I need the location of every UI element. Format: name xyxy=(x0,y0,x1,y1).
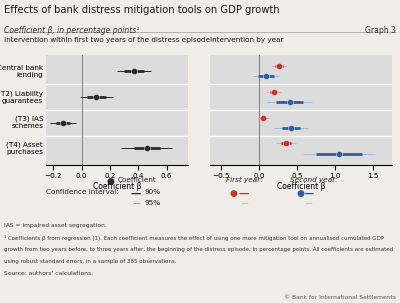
Text: ●: ● xyxy=(106,177,114,186)
Text: —: — xyxy=(240,199,248,208)
Text: IAS = impaired asset segregation.: IAS = impaired asset segregation. xyxy=(4,223,107,228)
Text: Second year:: Second year: xyxy=(290,177,338,183)
Text: 90%: 90% xyxy=(145,189,161,195)
Text: using robust standard errors, in a sample of 385 observations.: using robust standard errors, in a sampl… xyxy=(4,259,176,264)
Text: —: — xyxy=(304,188,314,198)
Text: —: — xyxy=(131,188,141,198)
Text: 95%: 95% xyxy=(145,200,161,206)
Text: Intervention by year: Intervention by year xyxy=(210,37,284,43)
Text: —: — xyxy=(239,188,249,198)
Text: Graph 3: Graph 3 xyxy=(365,26,396,35)
Text: growth from two years before, to three years after, the beginning of the distres: growth from two years before, to three y… xyxy=(4,247,393,252)
X-axis label: Coefficient β: Coefficient β xyxy=(277,181,325,191)
Text: ●: ● xyxy=(297,189,305,198)
Text: Coefficient β, in percentage points¹: Coefficient β, in percentage points¹ xyxy=(4,26,139,35)
Text: Confidence interval:: Confidence interval: xyxy=(46,189,119,195)
Text: ●: ● xyxy=(229,189,237,198)
Text: ¹ Coefficients β from regression (1). Each coefficient measures the effect of us: ¹ Coefficients β from regression (1). Ea… xyxy=(4,235,384,241)
Text: —: — xyxy=(132,199,140,208)
Text: First year:: First year: xyxy=(226,177,263,183)
Text: © Bank for International Settlements: © Bank for International Settlements xyxy=(284,295,396,300)
Text: Coefficient: Coefficient xyxy=(118,177,157,183)
X-axis label: Coefficient β: Coefficient β xyxy=(93,181,141,191)
Text: Intervention within first two years of the distress episode: Intervention within first two years of t… xyxy=(4,37,210,43)
Text: Effects of bank distress mitigation tools on GDP growth: Effects of bank distress mitigation tool… xyxy=(4,5,280,15)
Text: —: — xyxy=(305,199,313,208)
Text: Source: authors' calculations.: Source: authors' calculations. xyxy=(4,271,93,276)
